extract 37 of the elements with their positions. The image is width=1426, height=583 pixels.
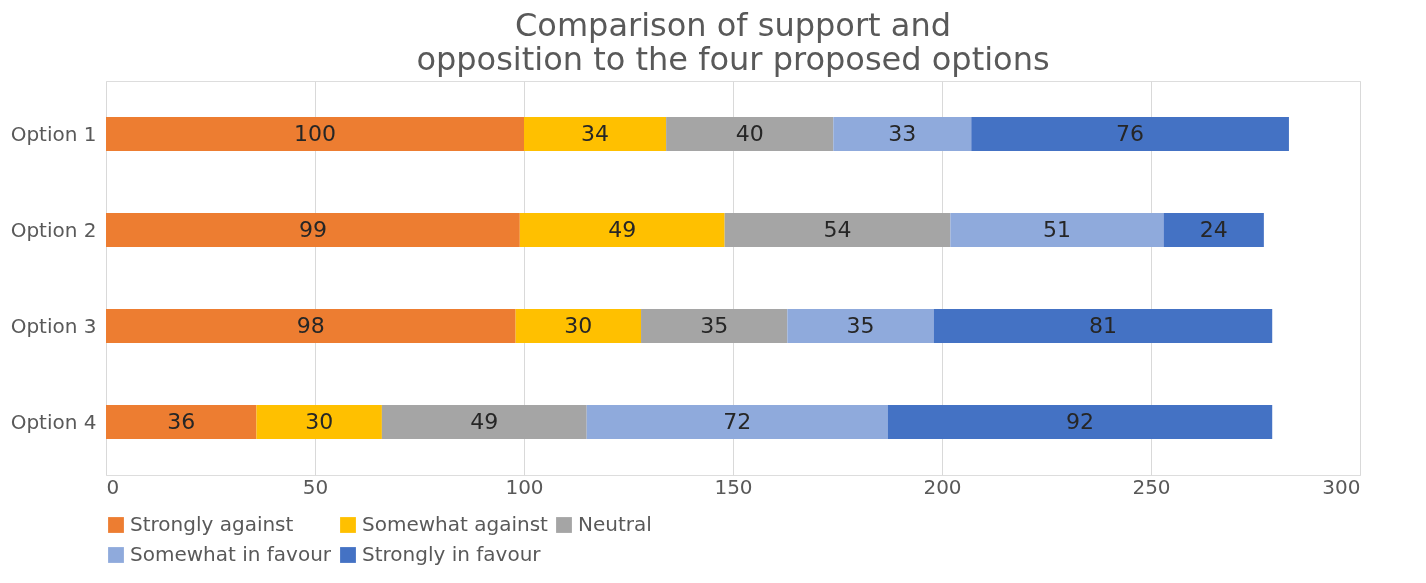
x-tick-label: 300 bbox=[1322, 474, 1361, 499]
data-label: 51 bbox=[1042, 217, 1071, 242]
data-label: 99 bbox=[298, 217, 327, 242]
data-label: 36 bbox=[167, 409, 196, 434]
legend-label: Strongly in favour bbox=[362, 542, 542, 566]
data-label: 30 bbox=[564, 313, 593, 338]
data-label: 30 bbox=[305, 409, 334, 434]
y-tick-label: Option 2 bbox=[10, 217, 97, 242]
data-label: 98 bbox=[296, 313, 325, 338]
legend-label: Neutral bbox=[578, 512, 652, 536]
legend-label: Strongly against bbox=[130, 512, 294, 536]
chart-title: Comparison of support and opposition to the four proposed options bbox=[416, 6, 1050, 78]
x-tick-label: 200 bbox=[923, 474, 962, 499]
x-tick-label: 50 bbox=[302, 474, 329, 499]
data-label: 49 bbox=[608, 217, 637, 242]
legend-label: Somewhat in favour bbox=[130, 542, 332, 566]
data-label: 33 bbox=[888, 121, 917, 146]
x-tick-label: 100 bbox=[505, 474, 544, 499]
data-label: 81 bbox=[1088, 313, 1117, 338]
data-label: 100 bbox=[294, 121, 336, 146]
legend-label: Somewhat against bbox=[362, 512, 549, 536]
x-tick-label: 250 bbox=[1132, 474, 1171, 499]
data-label: 40 bbox=[735, 121, 764, 146]
y-tick-label: Option 1 bbox=[10, 121, 97, 146]
data-label: 92 bbox=[1065, 409, 1094, 434]
data-label: 24 bbox=[1199, 217, 1228, 242]
data-label: 34 bbox=[581, 121, 610, 146]
data-label: 76 bbox=[1116, 121, 1145, 146]
data-label: 72 bbox=[723, 409, 752, 434]
data-label: 35 bbox=[700, 313, 729, 338]
data-label: 35 bbox=[846, 313, 875, 338]
x-tick-label: 0 bbox=[106, 474, 120, 499]
data-label: 54 bbox=[823, 217, 852, 242]
data-label: 49 bbox=[470, 409, 499, 434]
y-tick-label: Option 3 bbox=[10, 313, 97, 338]
x-tick-label: 150 bbox=[714, 474, 753, 499]
y-tick-label: Option 4 bbox=[10, 409, 97, 434]
